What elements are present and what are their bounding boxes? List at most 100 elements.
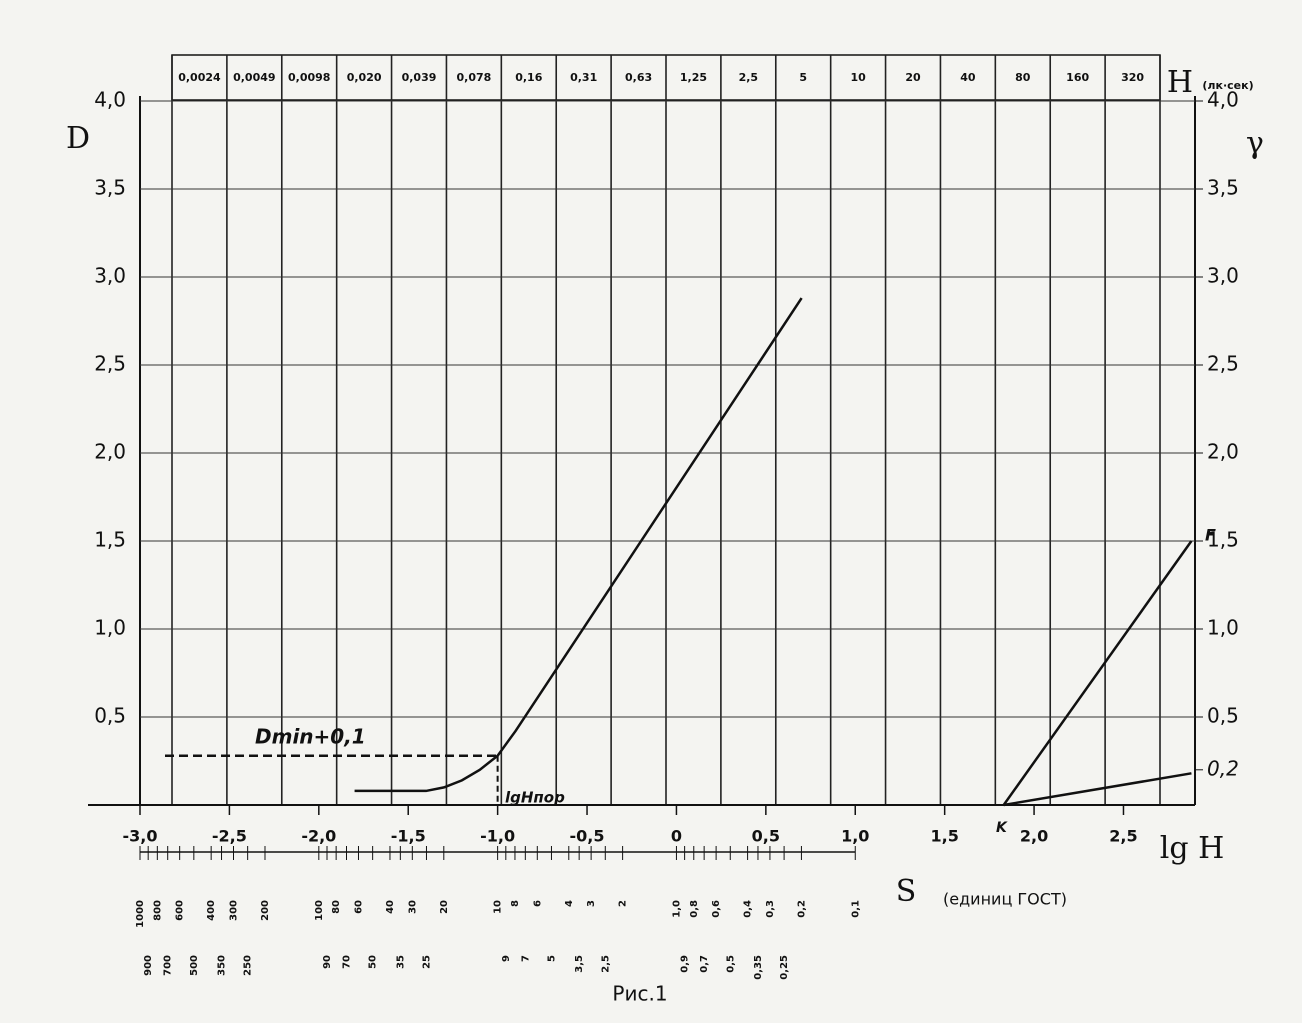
y-tick-label: 3,0	[94, 264, 126, 288]
top-category-label: 10	[850, 71, 866, 84]
s-tick-label: 0,25	[779, 955, 790, 980]
s-tick-label: 0,1	[850, 900, 861, 918]
top-category-label: 80	[1015, 71, 1031, 84]
y-tick-label: 3,5	[94, 176, 126, 200]
s-tick-label: 400	[206, 900, 217, 921]
top-category-label: 0,16	[515, 71, 542, 84]
s-tick-label: 10	[493, 900, 504, 914]
x-tick-label: -1,0	[480, 827, 515, 846]
y-tick-label: 1,5	[94, 528, 126, 552]
x-tick-label: 2,0	[1020, 827, 1048, 846]
y-tick-label: 0,5	[94, 704, 126, 728]
s-tick-label: 4	[564, 900, 575, 907]
s-tick-label: 0,3	[765, 900, 776, 918]
top-category-label: 0,020	[347, 71, 382, 84]
y2-tick-label: 3,0	[1207, 264, 1239, 288]
s-tick-label: 0,8	[689, 900, 700, 918]
x-axis-label: lg H	[1160, 831, 1225, 866]
s-tick-label: 50	[368, 955, 379, 969]
s-tick-label: 200	[260, 900, 271, 921]
y-tick-label: 2,5	[94, 352, 126, 376]
s-tick-label: 500	[189, 955, 200, 976]
x-tick-label: 0	[671, 827, 682, 846]
curve	[1003, 772, 1192, 807]
s-tick-label: 0,4	[743, 900, 754, 918]
y2-tick-label: 2,0	[1207, 440, 1239, 464]
top-category-label: 320	[1121, 71, 1144, 84]
s-tick-label: 100	[314, 900, 325, 921]
s-tick-label: 2	[618, 900, 629, 907]
y-tick-label: 1,0	[94, 616, 126, 640]
x-tick-label: -1,5	[391, 827, 426, 846]
top-category-label: 0,0049	[233, 71, 275, 84]
y2-tick-label: 3,5	[1207, 176, 1239, 200]
y2-tick-label: 0,5	[1207, 704, 1239, 728]
chart-title: Рис.1	[612, 982, 667, 1006]
s-tick-label: 40	[385, 900, 396, 914]
s-tick-label: 300	[228, 900, 239, 921]
x-tick-label: 0,5	[752, 827, 780, 846]
s-tick-label: 60	[353, 900, 364, 914]
top-category-label: 0,31	[570, 71, 597, 84]
s-tick-label: 5	[546, 955, 557, 962]
top-category-label: 0,0024	[178, 71, 221, 84]
y-tick-label: 4,0	[94, 88, 126, 112]
y2-tick-label: 1,5	[1207, 528, 1239, 552]
s-tick-label: 20	[439, 900, 450, 914]
s-tick-label: 80	[331, 900, 342, 914]
annotation: Dmin+0,1	[255, 725, 366, 749]
annotation: lgHпор	[505, 789, 565, 807]
curve	[1002, 540, 1193, 806]
s-tick-label: 3	[586, 900, 597, 907]
x-tick-label: 2,5	[1109, 827, 1137, 846]
s-tick-label: 0,2	[796, 900, 807, 918]
s-tick-label: 8	[510, 900, 521, 907]
x-tick-label: -3,0	[123, 827, 158, 846]
s-tick-label: 90	[322, 955, 333, 969]
x-tick-label: -2,0	[301, 827, 336, 846]
annotation: F	[1205, 526, 1216, 545]
x-tick-label: -2,5	[212, 827, 247, 846]
s-tick-label: 35	[395, 955, 406, 969]
s-tick-label: 2,5	[600, 955, 611, 973]
s-tick-label: 350	[217, 955, 228, 976]
top-axis-unit: (лк·сек)	[1202, 79, 1253, 92]
x-tick-label: -0,5	[570, 827, 605, 846]
top-category-label: 1,25	[680, 71, 707, 84]
top-category-label: 0,078	[456, 71, 491, 84]
s-axis-unit: (единиц ГОСТ)	[943, 890, 1067, 909]
top-category-label: 0,0098	[288, 71, 330, 84]
s-tick-label: 70	[342, 955, 353, 969]
s-tick-label: 7	[520, 955, 531, 962]
s-tick-label: 0,6	[711, 900, 722, 918]
s-tick-label: 0,7	[699, 955, 710, 973]
y-axis-label: D	[66, 121, 90, 156]
s-tick-label: 250	[243, 955, 254, 976]
s-tick-label: 9	[501, 955, 512, 962]
x-tick-label: 1,5	[930, 827, 958, 846]
s-tick-label: 0,5	[725, 955, 736, 973]
x-tick-label: 1,0	[841, 827, 869, 846]
s-tick-label: 600	[175, 900, 186, 921]
y2-tick-label: 2,5	[1207, 352, 1239, 376]
y2-tick-label: 0,2	[1207, 756, 1239, 780]
y2-tick-label: 4,0	[1207, 88, 1239, 112]
s-tick-label: 700	[163, 955, 174, 976]
annotation: K	[996, 820, 1008, 836]
s-tick-label: 900	[143, 955, 154, 976]
top-category-label: 20	[905, 71, 921, 84]
s-tick-label: 0,35	[753, 955, 764, 980]
s-axis-label: S	[896, 874, 917, 909]
s-tick-label: 3,5	[574, 955, 585, 973]
y-tick-label: 2,0	[94, 440, 126, 464]
top-category-label: 40	[960, 71, 976, 84]
s-tick-label: 1000	[135, 900, 146, 928]
top-category-label: 0,039	[402, 71, 437, 84]
top-axis-label: H	[1167, 65, 1193, 100]
s-tick-label: 30	[407, 900, 418, 914]
top-category-label: 5	[799, 71, 807, 84]
top-category-label: 0,63	[625, 71, 652, 84]
curve	[354, 297, 803, 793]
top-category-label: 2,5	[739, 71, 759, 84]
